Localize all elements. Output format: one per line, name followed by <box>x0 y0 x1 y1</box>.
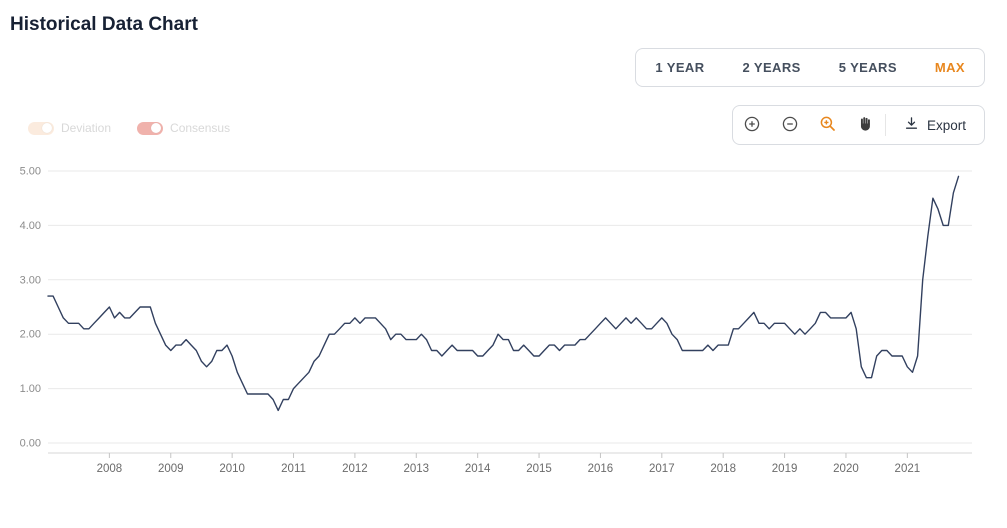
legend-toggle[interactable] <box>137 121 164 135</box>
zoom-in-button[interactable] <box>733 106 771 144</box>
range-selector-row: 1 YEAR 2 YEARS 5 YEARS MAX <box>0 36 1007 87</box>
y-axis-label: 5.00 <box>20 166 41 178</box>
toolbar-divider <box>884 114 886 136</box>
pan-icon <box>857 115 874 135</box>
page-title: Historical Data Chart <box>10 14 198 35</box>
x-axis-label: 2015 <box>526 463 552 475</box>
toggle-knob <box>151 123 162 133</box>
x-axis-label: 2019 <box>772 463 798 475</box>
toggle-knob <box>42 123 52 133</box>
y-axis-label: 4.00 <box>20 220 41 232</box>
legend-item-consensus[interactable]: Consensus <box>137 121 230 135</box>
x-axis-label: 2008 <box>97 463 123 475</box>
y-axis-label: 3.00 <box>20 274 41 286</box>
line-chart[interactable]: 0.00 1.00 2.00 3.00 4.00 5.00 2008 2009 2010 2011… <box>6 157 981 493</box>
range-button-1year[interactable]: 1 YEAR <box>636 49 723 86</box>
zoom-out-icon <box>781 115 799 136</box>
x-axis-label: 2010 <box>219 463 245 475</box>
series-line <box>47 175 960 412</box>
zoom-area-button[interactable] <box>809 106 847 144</box>
chart-toolbar: Export <box>731 105 985 145</box>
x-axis-label: 2016 <box>588 463 614 475</box>
legend-item-deviation[interactable]: Deviation <box>28 121 111 135</box>
y-axis-label: 2.00 <box>20 329 41 341</box>
zoom-area-icon <box>819 115 837 136</box>
range-button-2years[interactable]: 2 YEARS <box>724 49 820 86</box>
legend: Deviation Consensus <box>28 121 256 145</box>
y-axis-label: 0.00 <box>20 438 41 450</box>
y-axis-label: 1.00 <box>20 383 41 395</box>
export-button[interactable]: Export <box>886 106 984 144</box>
x-axis-label: 2009 <box>158 463 184 475</box>
legend-toggle[interactable] <box>28 121 54 135</box>
x-axis-label: 2020 <box>833 463 859 475</box>
tools-row: Deviation Consensus <box>0 87 1007 145</box>
legend-label: Deviation <box>61 121 112 135</box>
export-label: Export <box>926 117 966 133</box>
zoom-in-icon <box>743 115 761 136</box>
header: Historical Data Chart <box>0 0 1007 36</box>
x-axis-label: 2013 <box>403 463 429 475</box>
pan-button[interactable] <box>847 106 885 144</box>
x-axis-label: 2017 <box>649 463 675 475</box>
download-icon <box>904 116 919 134</box>
range-button-5years[interactable]: 5 YEARS <box>820 49 916 86</box>
legend-label: Consensus <box>170 121 231 135</box>
zoom-out-button[interactable] <box>771 106 809 144</box>
chart-area: 0.00 1.00 2.00 3.00 4.00 5.00 2008 2009 2010 2011… <box>0 145 1007 498</box>
x-axis-label: 2014 <box>465 463 491 475</box>
x-axis-label: 2012 <box>342 463 368 475</box>
x-axis-label: 2011 <box>281 463 306 475</box>
x-axis-label: 2021 <box>895 463 921 475</box>
range-selector: 1 YEAR 2 YEARS 5 YEARS MAX <box>635 48 985 87</box>
x-axis-label: 2018 <box>710 463 736 475</box>
range-button-max[interactable]: MAX <box>916 49 984 86</box>
